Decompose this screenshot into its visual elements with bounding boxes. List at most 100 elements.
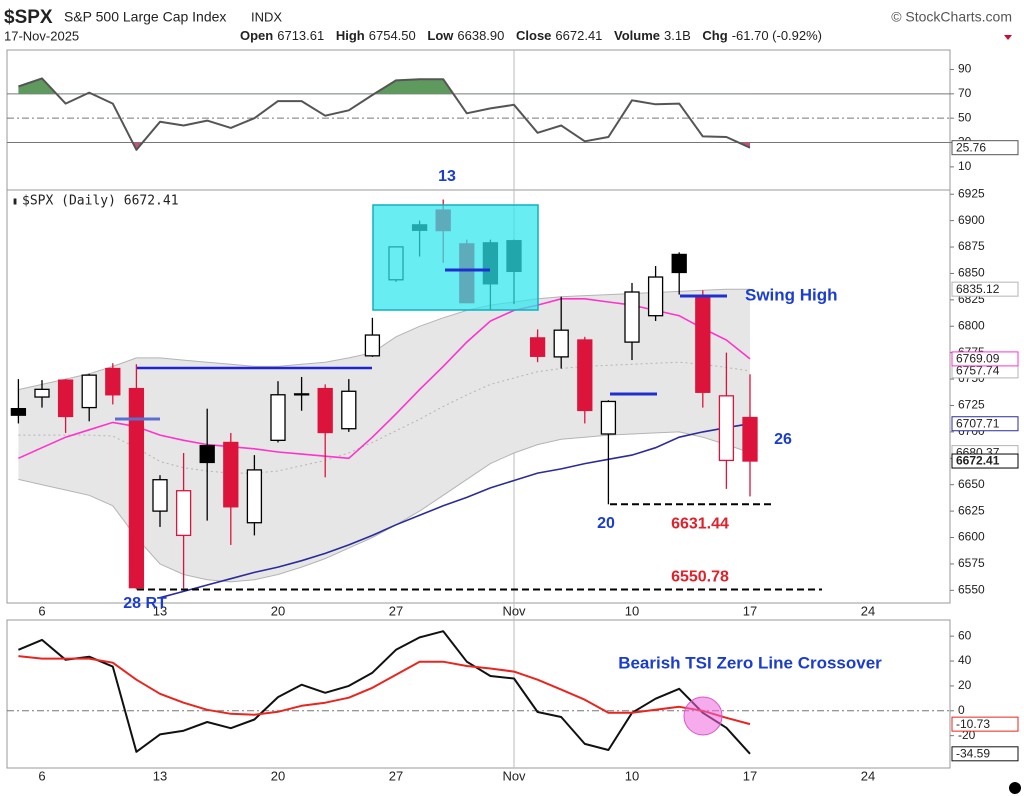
field-label: Low xyxy=(427,28,454,43)
candle-body xyxy=(647,276,664,317)
symbol: $SPX xyxy=(4,7,53,28)
candle-body xyxy=(553,329,569,358)
candle-body xyxy=(293,393,310,396)
field-value: 6713.61 xyxy=(277,28,324,43)
candle-body xyxy=(341,390,357,430)
crossover-highlight xyxy=(683,696,723,736)
candle-body xyxy=(57,379,74,418)
y-tick-label: 40 xyxy=(958,653,972,667)
candle-body xyxy=(128,387,145,589)
y-tick-label: 0 xyxy=(958,703,965,717)
y-tick-label: 6575 xyxy=(958,556,985,570)
support-label: 6631.44 xyxy=(671,516,729,533)
annotation: 28 RT xyxy=(123,595,167,612)
index-name: S&P 500 Large Cap Index xyxy=(64,9,226,25)
candle-body xyxy=(246,469,263,524)
x-tick-label: Nov xyxy=(502,768,526,783)
x-tick-label: 6 xyxy=(38,768,45,783)
line xyxy=(18,77,751,151)
support-label: 6550.78 xyxy=(671,569,729,586)
y-tick-label: 6925 xyxy=(958,186,985,200)
labels-layer: 25.766631.446550.786835.126757.746680.37… xyxy=(137,140,1019,762)
highlight-box xyxy=(372,204,539,311)
down-arrow xyxy=(1004,35,1012,40)
value-tag: 6672.41 xyxy=(956,454,1000,468)
candle-body xyxy=(671,253,687,274)
band-area xyxy=(18,289,750,582)
y-tick-label: 6800 xyxy=(958,318,985,332)
annotation: 26 xyxy=(774,431,792,448)
candle-body xyxy=(152,479,168,512)
ohlc-line: Open 6713.61 High 6754.50 Low 6638.90 Close… xyxy=(240,28,822,43)
y-tick-label: 6875 xyxy=(958,239,985,253)
value-tag: 6769.09 xyxy=(956,352,1000,366)
candle-body xyxy=(742,416,758,462)
x-tick-label: 6 xyxy=(38,603,45,618)
candle-body xyxy=(577,339,593,412)
y-tick-label: 50 xyxy=(958,110,972,124)
candle-body xyxy=(529,337,546,357)
x-tick-label: 13 xyxy=(153,603,167,618)
y-tick-label: 90 xyxy=(958,62,972,76)
y-tick-label: 6725 xyxy=(958,398,985,412)
field-label: Close xyxy=(516,28,551,43)
candle-body xyxy=(199,444,215,464)
field-label: High xyxy=(336,28,365,43)
y-tick-label: 6625 xyxy=(958,503,985,517)
y-tick-label: 10 xyxy=(958,159,972,173)
value-tag-box xyxy=(951,746,1019,762)
value-tag: 6707.71 xyxy=(956,416,1000,430)
field-value: -61.70 (-0.92%) xyxy=(732,28,822,43)
candle-body xyxy=(317,387,333,434)
line xyxy=(18,655,751,726)
candle-body xyxy=(81,374,97,409)
value-tag-box xyxy=(951,716,1019,732)
field-value: 6672.41 xyxy=(555,28,602,43)
annotation: Bearish TSI Zero Line Crossover xyxy=(618,653,882,672)
x-tick-label: 24 xyxy=(861,603,875,618)
x-tick-label: 27 xyxy=(389,603,403,618)
candle-body xyxy=(718,395,735,462)
date: 17-Nov-2025 xyxy=(4,28,79,43)
y-tick-label: 6650 xyxy=(958,477,985,491)
y-tick-label: 20 xyxy=(958,678,972,692)
candle-body xyxy=(175,490,192,537)
candle-body xyxy=(600,400,617,435)
exchange: INDX xyxy=(251,9,282,24)
field-label: Chg xyxy=(702,28,727,43)
value-tag: 6757.74 xyxy=(956,364,1000,378)
dot xyxy=(1009,782,1021,794)
candle-body xyxy=(10,407,27,416)
candle-body xyxy=(223,441,239,508)
value-tag-box xyxy=(951,351,1019,367)
field-value: 6638.90 xyxy=(457,28,504,43)
y-tick-label: 6850 xyxy=(958,266,985,280)
value-tag-box xyxy=(951,416,1019,432)
x-tick-label: 17 xyxy=(743,603,757,618)
x-tick-label: 10 xyxy=(625,768,639,783)
moving-average xyxy=(159,422,751,599)
x-tick-label: 20 xyxy=(271,768,285,783)
candle-body xyxy=(270,394,286,441)
x-tick-label: 20 xyxy=(271,603,285,618)
y-tick-label: 70 xyxy=(958,86,972,100)
field-label: Volume xyxy=(614,28,660,43)
candle-body xyxy=(105,367,121,396)
field-label: Open xyxy=(240,28,273,43)
value-tag: 25.76 xyxy=(956,140,986,154)
y-tick-label: 6550 xyxy=(958,582,985,596)
tsi-panel xyxy=(6,619,951,769)
x-tick-label: 24 xyxy=(861,768,875,783)
y-tick-label: 60 xyxy=(958,628,972,642)
line xyxy=(18,630,751,755)
value-tag: -34.59 xyxy=(956,746,990,760)
value-tag: -10.73 xyxy=(956,717,990,731)
pattern-lines xyxy=(115,268,727,421)
x-tick-label: Nov xyxy=(502,603,526,618)
price-label: $SPX (Daily) 6672.41 xyxy=(22,194,179,209)
y-tick-label: 6600 xyxy=(958,530,985,544)
candle-body xyxy=(624,291,640,343)
